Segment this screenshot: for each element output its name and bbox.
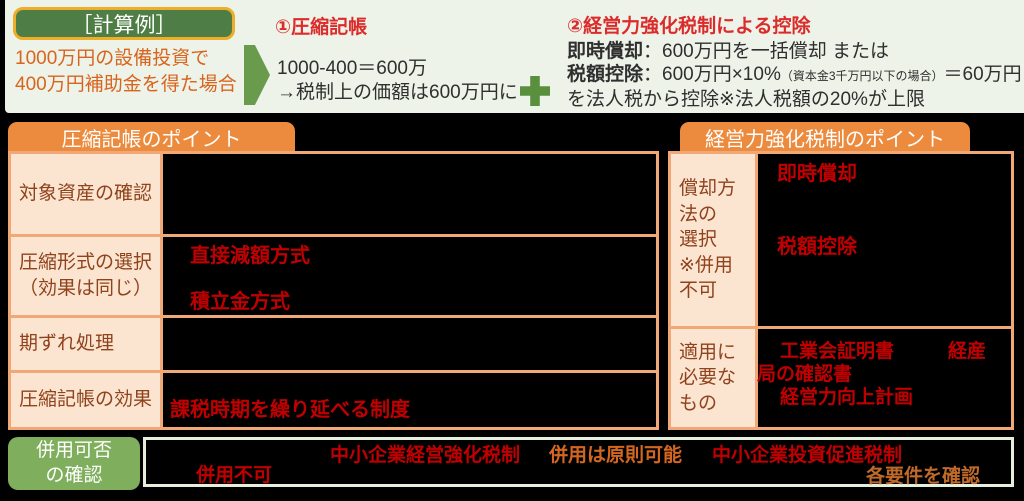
highlight-kyoka-zeisei: 中小企業経営強化税制 bbox=[330, 445, 521, 466]
highlight-combination-not-allowed: 併用不可 bbox=[196, 465, 273, 486]
highlight-improvement-plan: 経営力向上計画 bbox=[780, 387, 914, 408]
kyoka-table: 償却方 法の 選択 ※併用 不可 適用に 必要な もの bbox=[668, 151, 1014, 430]
compression-table-header-label: 圧縮記帳のポイント bbox=[61, 128, 242, 151]
calc-example-badge-label: ［計算例］ bbox=[71, 13, 177, 37]
highlight-direct-reduction: 直接減額方式 bbox=[190, 245, 310, 267]
row-label-format-choice: 圧縮形式の選択 （効果は同じ） bbox=[11, 237, 163, 315]
combination-check-box bbox=[143, 437, 1014, 487]
step2-line-2: 税額控除：600万円×10%（資本金3千万円以下の場合）＝60万円 bbox=[567, 63, 1024, 88]
step2-title: ②経営力強化税制による控除 bbox=[567, 16, 811, 37]
kyoka-table-header-label: 経営力強化税制のポイント bbox=[705, 128, 945, 151]
compression-table: 対象資産の確認 圧縮形式の選択 （効果は同じ） 期ずれ処理 圧縮記帳の効果 bbox=[8, 151, 659, 430]
row-content bbox=[163, 318, 656, 370]
highlight-immediate-depreciation: 即時償却 bbox=[777, 163, 857, 185]
highlight-meti-cert-part2: 局の確認書 bbox=[757, 364, 853, 385]
table-row: 適用に 必要な もの bbox=[671, 329, 1011, 427]
premise-line-2: 400万円補助金を得た場合 bbox=[15, 74, 237, 96]
compression-table-header: 圧縮記帳のポイント bbox=[8, 122, 295, 152]
step2-line2-label: 税額控除 bbox=[567, 64, 644, 85]
premise-text: 1000万円の設備投資で 400万円補助金を得た場合 bbox=[15, 46, 237, 98]
table-row: 圧縮記帳の効果 bbox=[11, 373, 656, 427]
row-label-required-docs: 適用に 必要な もの bbox=[671, 329, 758, 427]
step2-line2-mid: ：600万円×10% bbox=[643, 64, 781, 85]
step2-text: 即時償却：600万円を一括償却 または 税額控除：600万円×10%（資本金3千… bbox=[567, 40, 1024, 111]
step2-line2-tail: ＝60万円 bbox=[943, 64, 1022, 85]
row-content bbox=[163, 154, 656, 234]
step1-line-1: 1000-400＝600万 bbox=[277, 58, 427, 79]
step1-line-2: →税制上の価額は600万円に bbox=[277, 82, 518, 103]
row-label-period-shift: 期ずれ処理 bbox=[11, 318, 163, 370]
table-row: 圧縮形式の選択 （効果は同じ） bbox=[11, 237, 656, 318]
highlight-combination-possible: 併用は原則可能 bbox=[549, 445, 683, 466]
table-row: 対象資産の確認 bbox=[11, 154, 656, 237]
table-row: 償却方 法の 選択 ※併用 不可 bbox=[671, 154, 1011, 329]
combination-check-badge: 併用可否 の確認 bbox=[8, 437, 140, 490]
step2-line-1: 即時償却：600万円を一括償却 または bbox=[567, 40, 1024, 63]
step2-line1-label: 即時償却 bbox=[567, 41, 644, 62]
row-label-effect: 圧縮記帳の効果 bbox=[11, 373, 163, 427]
row-label-depreciation-choice: 償却方 法の 選択 ※併用 不可 bbox=[671, 154, 758, 326]
plus-icon bbox=[520, 76, 550, 106]
calc-example-badge: ［計算例］ bbox=[13, 7, 235, 40]
calc-example-panel: ［計算例］ 1000万円の設備投資で 400万円補助金を得た場合 ①圧縮記帳 1… bbox=[5, 0, 1024, 113]
step1-title: ①圧縮記帳 bbox=[275, 17, 368, 38]
highlight-deferral-effect: 課税時期を繰り延べる制度 bbox=[170, 399, 410, 421]
highlight-check-requirements: 各要件を確認 bbox=[866, 466, 981, 487]
arrow-right-icon bbox=[244, 45, 270, 105]
highlight-meti-cert-part1: 経産 bbox=[948, 341, 987, 362]
highlight-industry-cert: 工業会証明書 bbox=[780, 341, 895, 362]
step2-line2-small: （資本金3千万円以下の場合） bbox=[780, 69, 944, 83]
premise-line-1: 1000万円の設備投資で bbox=[15, 48, 210, 69]
highlight-tax-credit: 税額控除 bbox=[777, 236, 857, 258]
row-label-target-asset: 対象資産の確認 bbox=[11, 154, 163, 234]
step2-line-3: を法人税から控除※法人税額の20%が上限 bbox=[567, 89, 925, 110]
table-row: 期ずれ処理 bbox=[11, 318, 656, 373]
highlight-reserve-method: 積立金方式 bbox=[190, 291, 290, 313]
kyoka-table-header: 経営力強化税制のポイント bbox=[680, 122, 970, 152]
step2-line1-rest: ：600万円を一括償却 または bbox=[643, 41, 889, 62]
highlight-sokushin-zeisei: 中小企業投資促進税制 bbox=[712, 445, 903, 466]
